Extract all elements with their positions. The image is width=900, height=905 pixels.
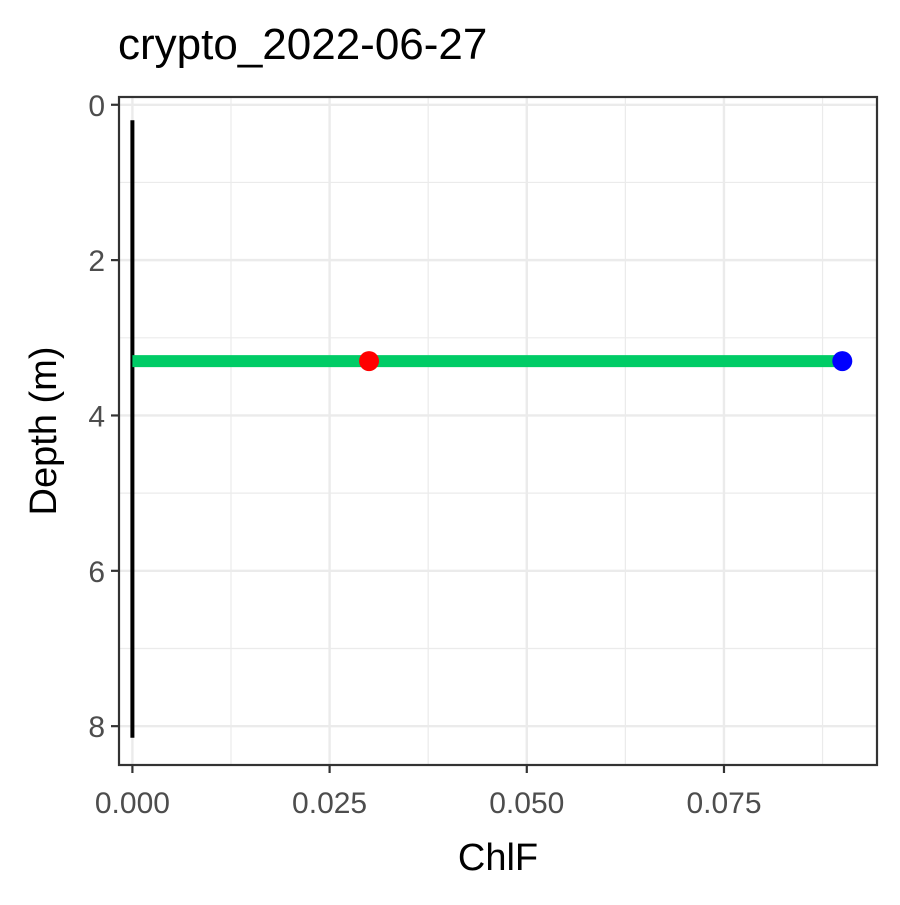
plot-panel-border xyxy=(117,95,879,767)
x-tick-label: 0.025 xyxy=(292,787,367,820)
data-point-2-0 xyxy=(359,351,380,372)
y-tick-label: 8 xyxy=(88,711,105,744)
x-tick-label: 0.050 xyxy=(489,787,564,820)
data-point-3-0 xyxy=(832,351,853,372)
x-tick-label: 0.000 xyxy=(95,787,170,820)
y-tick-label: 6 xyxy=(88,556,105,589)
chart-title: crypto_2022-06-27 xyxy=(118,20,488,69)
x-axis-title: ChlF xyxy=(458,837,538,879)
y-axis-title: Depth (m) xyxy=(23,347,65,516)
y-tick-label: 2 xyxy=(88,245,105,278)
y-tick-label: 0 xyxy=(88,90,105,123)
x-tick-label: 0.075 xyxy=(686,787,761,820)
y-tick-label: 4 xyxy=(88,400,105,433)
plot-panel-background xyxy=(119,97,877,765)
